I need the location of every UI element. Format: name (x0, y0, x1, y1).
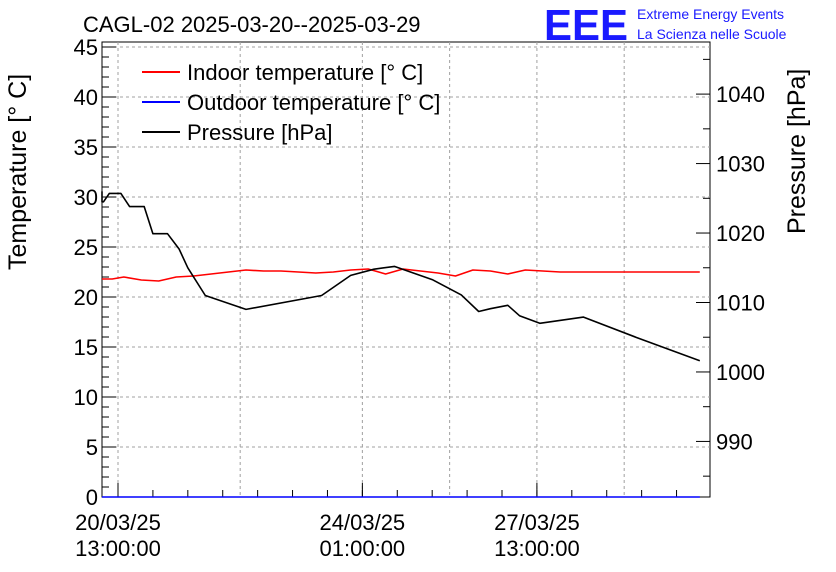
y-axis-title: Temperature [° C] (4, 74, 32, 270)
y-tick-label: 25 (74, 235, 98, 260)
y-tick-label: 30 (74, 185, 98, 210)
y2-axis-title: Pressure [hPa] (783, 69, 811, 234)
series-pressure (101, 191, 701, 362)
x-tick-labels: 20/03/2513:00:0024/03/2501:00:0027/03/25… (75, 510, 580, 561)
y2-tick-label: 1010 (716, 290, 765, 315)
x-tick-date: 24/03/25 (320, 510, 406, 535)
x-tick-date: 20/03/25 (75, 510, 161, 535)
legend-label-pressure: Pressure [hPa] (187, 120, 333, 145)
y2-tick-label: 990 (716, 429, 753, 454)
y2-tick-label: 1000 (716, 360, 765, 385)
eee-logo-letters: EEE (544, 1, 628, 50)
y-tick-label: 40 (74, 85, 98, 110)
y-tick-label: 10 (74, 385, 98, 410)
chart-title: CAGL-02 2025-03-20--2025-03-29 (83, 12, 421, 37)
y-tick-label: 15 (74, 335, 98, 360)
y2-tick-label: 1040 (716, 82, 765, 107)
eee-logo-line1: Extreme Energy Events (637, 6, 784, 22)
series-indoor-temperature (102, 268, 700, 282)
y-tick-label: 0 (86, 485, 98, 510)
x-tick-date: 27/03/25 (494, 510, 580, 535)
legend-label-outdoor: Outdoor temperature [° C] (187, 90, 440, 115)
y2-tick-label: 1020 (716, 221, 765, 246)
x-tick-time: 01:00:00 (320, 536, 406, 561)
y2-tick-label: 1030 (716, 152, 765, 177)
axis-ticks (102, 46, 710, 498)
y-tick-label: 20 (74, 285, 98, 310)
x-tick-time: 13:00:00 (494, 536, 580, 561)
y-tick-labels: 0 5 10 15 20 25 30 35 40 45 (74, 35, 98, 510)
legend-label-indoor: Indoor temperature [° C] (187, 60, 423, 85)
eee-logo: EEE Extreme Energy Events La Scienza nel… (544, 1, 787, 50)
y-tick-label: 35 (74, 135, 98, 160)
legend: Indoor temperature [° C] Outdoor tempera… (142, 60, 440, 145)
x-tick-time: 13:00:00 (75, 536, 161, 561)
y-tick-label: 45 (74, 35, 98, 60)
grid-lines (102, 42, 710, 497)
eee-logo-line2: La Scienza nelle Scuole (637, 26, 787, 42)
y-tick-label: 5 (86, 435, 98, 460)
series-lines (101, 191, 701, 498)
y2-tick-labels: 990 1000 1010 1020 1030 1040 (716, 82, 765, 454)
